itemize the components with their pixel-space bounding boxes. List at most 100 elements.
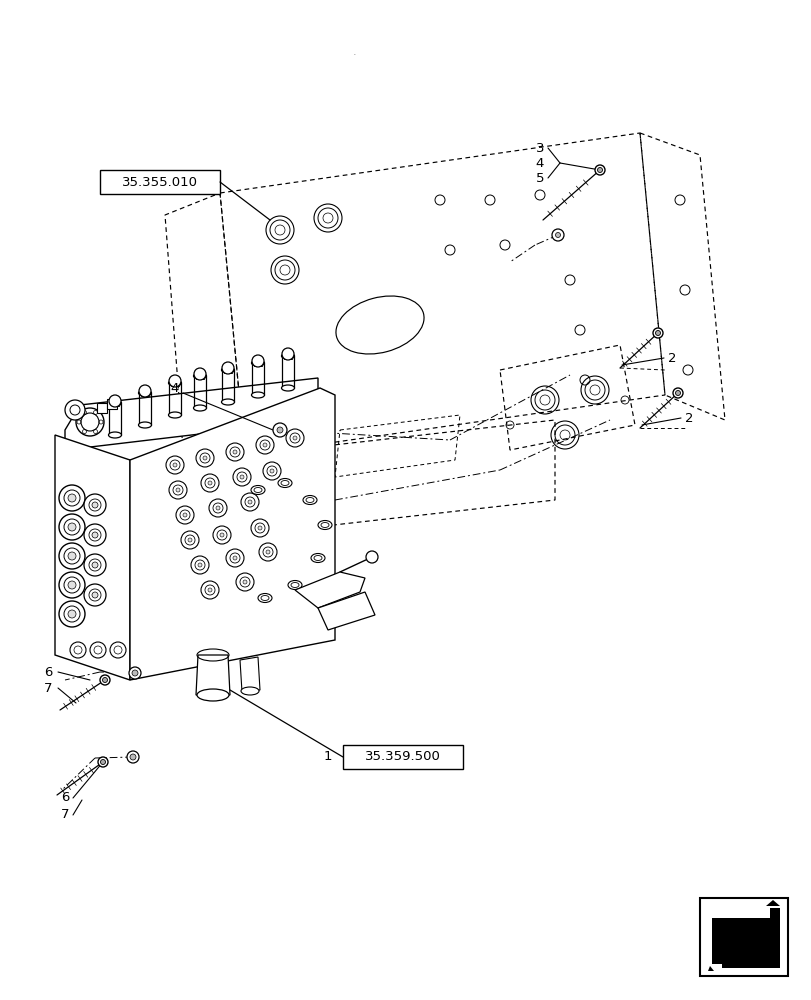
Circle shape	[90, 642, 106, 658]
Circle shape	[285, 429, 303, 447]
Circle shape	[59, 514, 85, 540]
Ellipse shape	[221, 399, 234, 405]
Polygon shape	[65, 378, 318, 450]
Ellipse shape	[109, 400, 122, 406]
Circle shape	[366, 551, 378, 563]
Circle shape	[84, 524, 106, 546]
Polygon shape	[318, 592, 375, 630]
Circle shape	[92, 502, 98, 508]
Circle shape	[68, 552, 76, 560]
Circle shape	[242, 580, 247, 584]
Circle shape	[194, 368, 206, 380]
Text: 4: 4	[170, 381, 179, 394]
Circle shape	[597, 168, 602, 173]
Circle shape	[173, 463, 177, 467]
Ellipse shape	[318, 520, 332, 530]
Ellipse shape	[251, 360, 264, 366]
Ellipse shape	[311, 554, 324, 562]
Ellipse shape	[251, 486, 264, 494]
Circle shape	[130, 754, 135, 760]
Circle shape	[195, 449, 214, 467]
Circle shape	[127, 751, 139, 763]
Ellipse shape	[281, 385, 294, 391]
Ellipse shape	[288, 580, 302, 589]
Circle shape	[555, 232, 560, 237]
Polygon shape	[707, 966, 713, 971]
Circle shape	[208, 499, 227, 517]
Text: 6: 6	[44, 666, 52, 678]
Polygon shape	[294, 572, 365, 608]
Text: .: .	[353, 47, 356, 57]
Bar	[699, 898, 787, 976]
Circle shape	[652, 328, 663, 338]
Text: 7: 7	[44, 682, 52, 694]
Bar	[100, 170, 220, 194]
Circle shape	[221, 362, 234, 374]
Circle shape	[233, 450, 237, 454]
Circle shape	[251, 355, 264, 367]
Circle shape	[129, 667, 141, 679]
Circle shape	[84, 584, 106, 606]
Circle shape	[76, 408, 104, 436]
Circle shape	[241, 493, 259, 511]
Polygon shape	[240, 657, 260, 692]
Ellipse shape	[193, 405, 206, 411]
Circle shape	[139, 385, 151, 397]
Circle shape	[266, 550, 270, 554]
Circle shape	[68, 523, 76, 531]
Circle shape	[263, 462, 281, 480]
Circle shape	[169, 375, 181, 387]
Circle shape	[68, 581, 76, 589]
Polygon shape	[55, 435, 130, 680]
Circle shape	[176, 506, 194, 524]
Circle shape	[59, 572, 85, 598]
Circle shape	[247, 500, 251, 504]
Text: 35.355.010: 35.355.010	[122, 176, 198, 189]
Text: 2: 2	[684, 412, 693, 424]
Ellipse shape	[251, 392, 264, 398]
Circle shape	[201, 474, 219, 492]
Ellipse shape	[241, 687, 259, 695]
Circle shape	[272, 423, 286, 437]
Circle shape	[132, 670, 138, 676]
Text: 35.359.500: 35.359.500	[365, 750, 440, 764]
Circle shape	[225, 443, 243, 461]
Bar	[342, 745, 462, 769]
Circle shape	[208, 588, 212, 592]
Circle shape	[255, 436, 273, 454]
Polygon shape	[130, 388, 335, 680]
Circle shape	[236, 573, 254, 591]
Circle shape	[251, 519, 268, 537]
Circle shape	[258, 526, 262, 530]
Ellipse shape	[109, 432, 122, 438]
Circle shape	[594, 165, 604, 175]
Circle shape	[181, 531, 199, 549]
Circle shape	[182, 513, 187, 517]
Circle shape	[102, 678, 107, 682]
Text: 3: 3	[535, 142, 543, 155]
Circle shape	[92, 592, 98, 598]
Circle shape	[208, 481, 212, 485]
Circle shape	[551, 229, 564, 241]
Text: 5: 5	[535, 172, 543, 185]
Text: 6: 6	[61, 791, 69, 804]
Circle shape	[100, 675, 109, 685]
Circle shape	[65, 400, 85, 420]
Polygon shape	[711, 908, 779, 968]
Text: 1: 1	[324, 750, 332, 764]
Ellipse shape	[303, 495, 316, 504]
Circle shape	[259, 543, 277, 561]
Ellipse shape	[169, 412, 182, 418]
Ellipse shape	[193, 373, 206, 379]
Ellipse shape	[169, 380, 182, 386]
Circle shape	[263, 443, 267, 447]
Circle shape	[233, 556, 237, 560]
Text: 7: 7	[61, 808, 69, 821]
Circle shape	[165, 456, 184, 474]
Circle shape	[169, 481, 187, 499]
Circle shape	[98, 757, 108, 767]
Circle shape	[203, 456, 207, 460]
Circle shape	[84, 554, 106, 576]
Circle shape	[70, 642, 86, 658]
Circle shape	[68, 610, 76, 618]
